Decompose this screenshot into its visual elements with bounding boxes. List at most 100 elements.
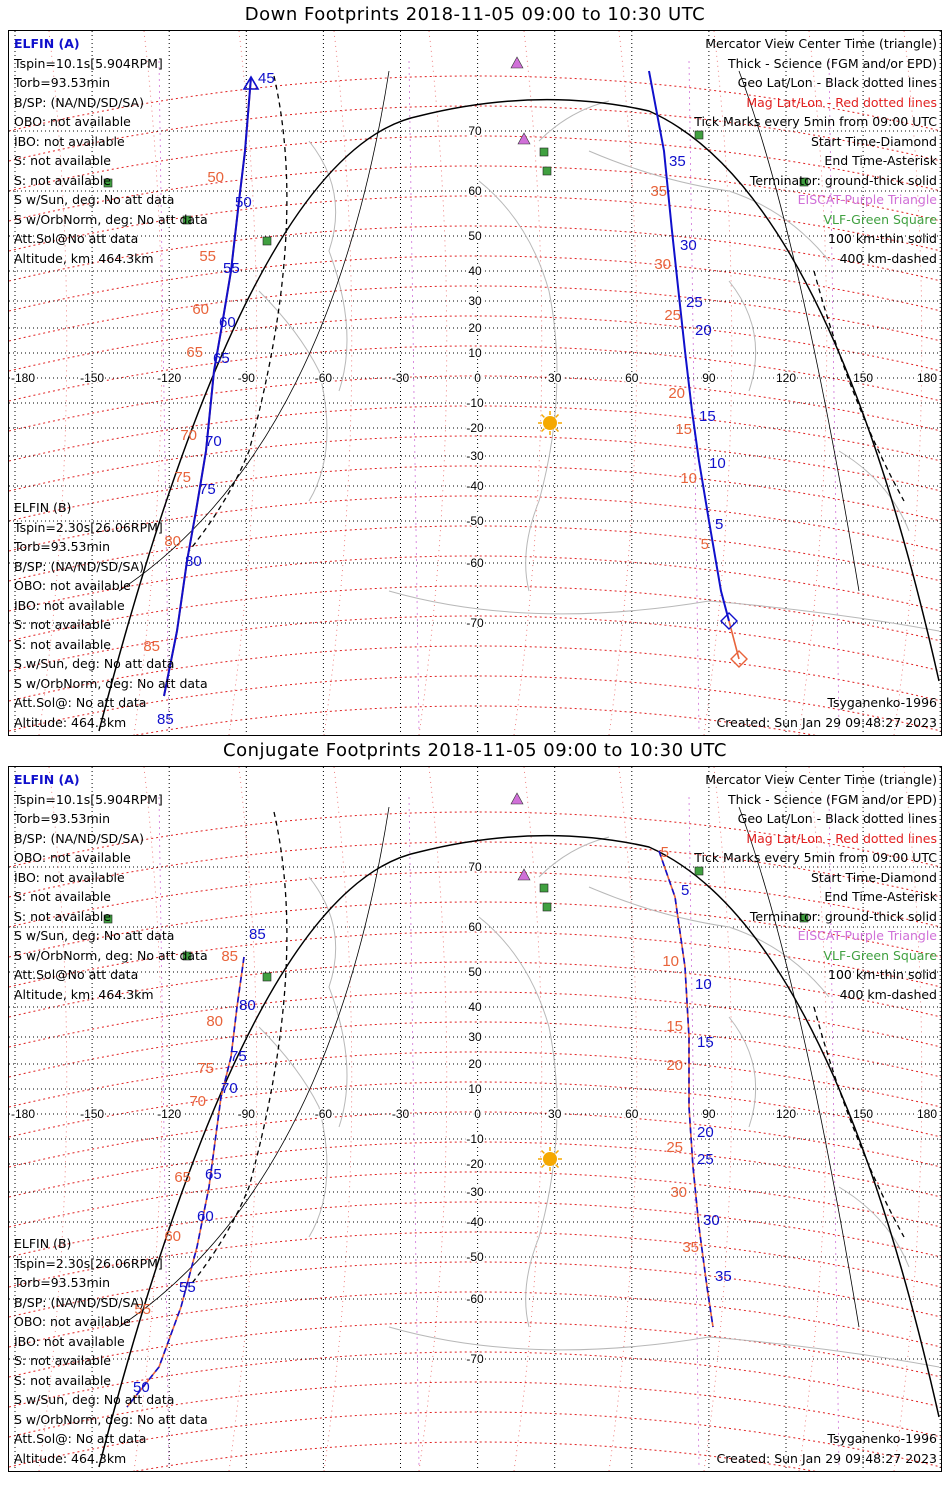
info-line: Tspin=2.30s[26.06RPM] <box>14 1255 163 1271</box>
lat-tick-label: 60 <box>468 920 482 934</box>
eiscat-triangle <box>510 792 524 805</box>
vlf-square <box>694 130 704 140</box>
mag-lat-line <box>9 1291 941 1348</box>
time-tick-label: 5 <box>701 536 709 553</box>
mag-lon-line <box>513 31 543 735</box>
lat-tick-label: 40 <box>468 1000 482 1014</box>
panel-title-conjugate: Conjugate Footprints 2018-11-05 09:00 to… <box>223 740 727 761</box>
coastline <box>478 916 558 1328</box>
mag-lat-line <box>9 525 941 582</box>
vlf-square <box>103 914 113 924</box>
legend-item: Terminator: ground-thick solid <box>749 908 937 924</box>
legend-item: End Time-Asterisk <box>824 889 937 904</box>
elfin-a-info-down: ELFIN (A) Tspin=10.1s[5.904RPM] Torb=93.… <box>14 34 208 268</box>
lon-tick-label: 60 <box>625 1107 639 1121</box>
info-line: S w/OrbNorm, deg: No att data <box>14 947 208 963</box>
time-tick-label: 80 <box>164 533 181 550</box>
time-tick-label: 75 <box>174 469 191 486</box>
mag-lat-line <box>9 991 941 1048</box>
mag-lat-line <box>9 1381 941 1438</box>
time-tick-label: 20 <box>697 1124 714 1141</box>
sun-ray <box>555 428 560 433</box>
time-tick-label: 85 <box>249 926 266 943</box>
purple-dotted-line <box>158 796 170 1468</box>
time-tick-label: 35 <box>669 153 686 170</box>
lon-tick-label: -120 <box>157 1107 181 1121</box>
purple-dotted-line <box>408 60 420 732</box>
mag-lat-line <box>9 645 941 702</box>
time-tick-label: 70 <box>221 1080 238 1097</box>
lat-tick-label: -50 <box>466 514 484 528</box>
info-line: IBO: not available <box>14 1333 125 1349</box>
elfin-a-track-east <box>648 70 730 622</box>
sun-icon <box>538 1147 562 1171</box>
coastline <box>588 886 830 998</box>
lon-tick-label: -120 <box>157 371 181 385</box>
time-tick-label: 60 <box>192 301 209 318</box>
lat-tick-label: 20 <box>468 321 482 335</box>
coastline <box>838 450 910 532</box>
coastline <box>838 1186 910 1268</box>
time-tick-label: 80 <box>239 997 256 1014</box>
lat-tick-label: -70 <box>466 616 484 630</box>
lon-tick-label: -90 <box>238 371 256 385</box>
mag-lat-line <box>9 495 941 552</box>
info-line: Altitude, km: 464.3km <box>14 250 154 266</box>
lon-tick-label: -180 <box>11 1107 35 1121</box>
vlf-square <box>694 866 704 876</box>
model-label: Tsyganenko-1996 <box>827 695 937 710</box>
mag-lon-line <box>513 767 543 1471</box>
vlf-square <box>262 236 272 246</box>
lat-tick-label: 20 <box>468 1057 482 1071</box>
mag-lat-line <box>133 705 817 735</box>
sun-disk <box>543 1152 557 1166</box>
lon-tick-label: 0 <box>474 1107 481 1121</box>
info-line: Att.Sol@: No att data <box>14 695 147 710</box>
info-line: OBO: not available <box>14 1314 131 1329</box>
time-tick-label: 55 <box>223 260 240 277</box>
mag-lat-line <box>9 255 941 312</box>
time-tick-label: 80 <box>185 553 202 570</box>
time-tick-label: 5 <box>661 844 669 861</box>
legend-item: Thick - Science (FGM and/or EPD) <box>728 55 937 71</box>
mag-lat-line <box>9 1081 941 1138</box>
mag-lat-line <box>9 135 941 192</box>
lat-tick-label: 10 <box>468 1082 482 1096</box>
lon-tick-label: -60 <box>315 1107 333 1121</box>
lat-tick-label: 10 <box>468 346 482 360</box>
time-tick-label: 80 <box>206 1013 223 1030</box>
vlf-square <box>182 215 192 225</box>
lon-tick-label: 90 <box>702 1107 716 1121</box>
vlf-square <box>182 951 192 961</box>
created-timestamp: Created: Sun Jan 29 09:48:27 2023 <box>716 714 937 730</box>
map-canvas-down: -180 -150 -120 -90 -60 -30 0 30 60 90 120 150 180 70 6… <box>9 31 941 735</box>
time-tick-label: 85 <box>221 948 238 965</box>
lat-tick-label: 50 <box>468 229 482 243</box>
lat-tick-label: -60 <box>466 556 484 570</box>
info-line: S: not available <box>14 908 111 924</box>
info-line: S: not available <box>14 636 111 652</box>
time-tick-label: 65 <box>213 350 230 367</box>
vlf-square <box>539 147 549 157</box>
info-line: B/SP: (NA/ND/SD/SA) <box>14 1294 144 1310</box>
legend-item: Mercator View Center Time (triangle) <box>705 772 937 787</box>
mag-lat-line <box>9 1021 941 1078</box>
mag-lat-line <box>9 961 941 1018</box>
lat-tick-label: 30 <box>468 294 482 308</box>
time-tick-label: 20 <box>695 322 712 339</box>
terminator-100km-east <box>738 806 860 1328</box>
mag-lat-line <box>9 1231 941 1288</box>
mag-lat-line <box>9 1411 941 1468</box>
info-line: S w/OrbNorm, deg: No att data <box>14 211 208 227</box>
mag-lat-line <box>9 555 941 612</box>
sun-ray <box>540 428 545 433</box>
sun-ray <box>540 1149 545 1154</box>
elfin-a-label: ELFIN (A) <box>14 36 80 51</box>
mag-lat-line <box>9 675 941 732</box>
purple-dotted-line <box>828 60 840 732</box>
lon-tick-label: 120 <box>776 1107 796 1121</box>
legend-item: Start Time-Diamond <box>810 133 937 149</box>
time-tick-label: 65 <box>174 1169 191 1186</box>
elfin-b-info-down: ELFIN (B) Tspin=2.30s[26.06RPM] Torb=93.… <box>14 498 208 732</box>
eiscat-triangle <box>510 56 524 69</box>
